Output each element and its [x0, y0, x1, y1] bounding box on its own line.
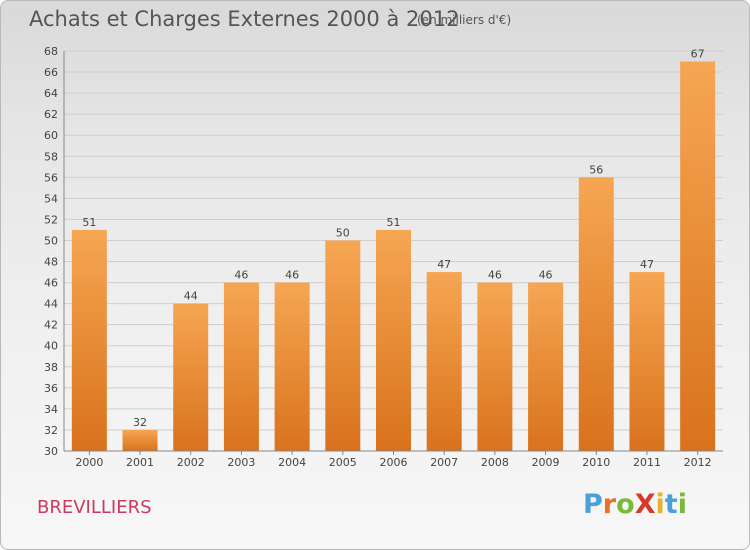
x-tick-label: 2003	[227, 456, 255, 469]
y-tick-label: 58	[44, 150, 58, 163]
x-tick-label: 2004	[278, 456, 306, 469]
x-tick-label: 2012	[684, 456, 712, 469]
x-tick-label: 2005	[329, 456, 357, 469]
y-tick-label: 50	[44, 234, 58, 247]
bar	[629, 272, 665, 451]
logo-letter: o	[616, 489, 635, 520]
chart-title: Achats et Charges Externes 2000 à 2012	[29, 7, 460, 31]
x-tick-label: 2010	[582, 456, 610, 469]
bar-value-label: 56	[589, 163, 603, 176]
y-tick-label: 34	[44, 403, 58, 416]
bar	[223, 282, 259, 451]
y-tick-label: 66	[44, 66, 58, 79]
bar-value-label: 67	[691, 48, 705, 61]
bar	[578, 177, 614, 451]
bar	[426, 272, 462, 451]
x-tick-label: 2007	[430, 456, 458, 469]
x-tick-label: 2006	[380, 456, 408, 469]
bar-value-label: 46	[539, 269, 553, 282]
y-tick-label: 68	[44, 45, 58, 58]
y-tick-label: 36	[44, 382, 58, 395]
bar-value-label: 32	[133, 416, 147, 429]
bar-value-label: 51	[387, 216, 401, 229]
y-tick-label: 46	[44, 277, 58, 290]
bar-value-label: 46	[488, 269, 502, 282]
y-tick-label: 48	[44, 256, 58, 269]
bar	[680, 61, 716, 452]
bar	[376, 229, 411, 451]
bar	[71, 229, 107, 451]
y-tick-label: 52	[44, 213, 58, 226]
bar	[274, 282, 310, 451]
logo-letter: X	[634, 489, 656, 520]
y-tick-label: 42	[44, 319, 58, 332]
x-tick-label: 2008	[481, 456, 509, 469]
y-tick-label: 60	[44, 129, 58, 142]
y-tick-label: 64	[44, 87, 58, 100]
logo-letter: i	[655, 489, 665, 520]
bar-value-label: 51	[82, 216, 96, 229]
logo-letter: i	[677, 489, 687, 520]
bar-value-label: 44	[184, 290, 198, 303]
bar-value-label: 47	[437, 258, 451, 271]
y-tick-label: 38	[44, 361, 58, 374]
bar	[477, 282, 513, 451]
y-tick-label: 32	[44, 424, 58, 437]
axes: 30 32 34 36 38 40 42 44 46 48 50 52 54 56 58 60 62 64 66 68…	[44, 45, 723, 469]
bar-value-label: 50	[336, 226, 350, 239]
bar-value-label: 46	[234, 269, 248, 282]
y-tick-label: 40	[44, 340, 58, 353]
x-tick-label: 2000	[75, 456, 103, 469]
bar	[325, 240, 361, 451]
logo-letter: P	[583, 489, 603, 520]
bars	[71, 61, 716, 452]
bar-value-label: 46	[285, 269, 299, 282]
y-tick-label: 62	[44, 108, 58, 121]
bar-value-label: 47	[640, 258, 654, 271]
bar	[528, 282, 564, 451]
chart-unit: (en milliers d'€)	[417, 13, 512, 27]
bar	[173, 303, 209, 451]
logo-letter: t	[664, 489, 678, 520]
y-tick-label: 30	[44, 445, 58, 458]
proxiti-logo[interactable]: ProXiti	[583, 489, 687, 520]
x-tick-label: 2002	[177, 456, 205, 469]
y-tick-label: 54	[44, 192, 58, 205]
x-tick-label: 2009	[532, 456, 560, 469]
data-labels: 51 32 44 46 46 50 51 47 46 46 56 47 67	[82, 48, 704, 429]
x-tick-label: 2011	[633, 456, 661, 469]
logo-letter: r	[602, 489, 617, 520]
commune-name: BREVILLIERS	[37, 497, 152, 518]
x-tick-label: 2001	[126, 456, 154, 469]
bar	[122, 429, 158, 451]
y-tick-label: 56	[44, 171, 58, 184]
y-tick-label: 44	[44, 298, 58, 311]
